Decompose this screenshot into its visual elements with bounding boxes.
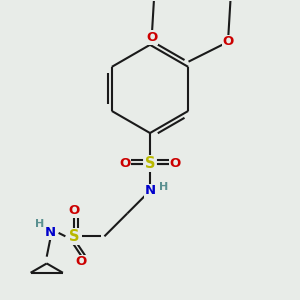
Text: O: O — [222, 35, 234, 48]
Text: N: N — [144, 184, 156, 197]
Text: O: O — [170, 157, 181, 170]
Text: O: O — [119, 157, 130, 170]
Text: H: H — [35, 219, 45, 230]
Text: O: O — [68, 204, 80, 218]
Text: S: S — [69, 229, 79, 244]
Text: N: N — [45, 226, 56, 239]
Text: H: H — [159, 182, 168, 192]
Text: O: O — [146, 31, 157, 44]
Text: O: O — [75, 255, 86, 268]
Text: S: S — [145, 156, 155, 171]
